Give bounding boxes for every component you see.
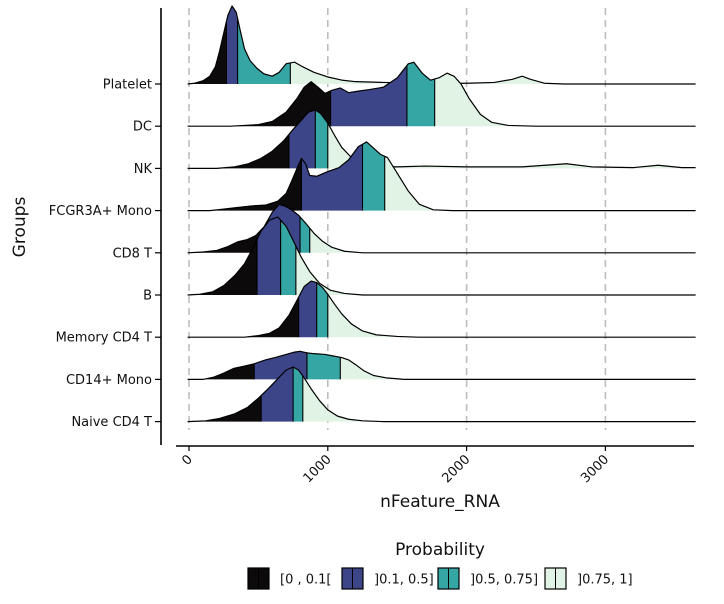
ridges [187, 5, 696, 423]
ridge-outline [187, 366, 696, 423]
ridge-outline [187, 109, 696, 169]
legend: [0 , 0.1[ ]0.1, 0.5] ]0.5, 0.75] ]0.75, 1] [247, 567, 633, 590]
ridge-platelet [187, 5, 696, 85]
ridge-cd14-mono [187, 350, 696, 380]
ridge-segment [187, 134, 289, 169]
ridge-segment [301, 144, 363, 211]
legend-item: ]0.75, 1] [544, 567, 633, 590]
y-axis-title: Groups [10, 197, 30, 258]
legend-label: ]0.75, 1] [577, 573, 633, 588]
legend-label: ]0.1, 0.5] [374, 573, 434, 588]
legend-item: [0 , 0.1[ [247, 567, 332, 590]
y-tick-label: NK [134, 162, 153, 177]
ridge-b [187, 216, 696, 296]
ridge-naive-cd4-t [187, 366, 696, 423]
ridge-segment [187, 395, 262, 422]
y-tick-label: CD14+ Mono [66, 373, 152, 388]
ridge-outline [187, 61, 696, 127]
y-tick-label: B [143, 289, 152, 304]
y-tick-label: CD8 T [113, 246, 152, 261]
y-tick-label: Memory CD4 T [56, 331, 152, 346]
ridge-segment [306, 352, 341, 380]
ridge-outline [187, 350, 696, 380]
ridge-segment [288, 109, 316, 169]
ridge-outline [187, 141, 696, 212]
ridge-dc [187, 61, 696, 127]
y-tick-label: Naive CD4 T [71, 415, 152, 430]
ridge-segment [187, 158, 302, 211]
legend-item: ]0.1, 0.5] [341, 567, 434, 590]
ridge-outline [187, 203, 696, 254]
ridge-memory-cd4-t [187, 280, 696, 338]
ridge-segment [295, 246, 696, 295]
ridge-outline [187, 216, 696, 296]
ridge-segment [187, 239, 258, 295]
ridge-segment [187, 21, 227, 84]
ridge-segment [298, 281, 317, 338]
ridge-segment [237, 18, 291, 85]
ridge-segment [302, 375, 696, 422]
ridge-segment [340, 357, 696, 380]
ridge-segment [362, 141, 385, 211]
x-tick-label: 3000 [578, 452, 612, 486]
x-tick-label: 2000 [439, 452, 473, 486]
ridge-segment [330, 65, 407, 127]
legend-label: ]0.5, 0.75] [470, 573, 538, 588]
x-tick-label: 0 [179, 452, 195, 468]
ridge-segment [309, 228, 696, 253]
legend-item: ]0.5, 0.75] [437, 567, 538, 590]
ridge-segment [315, 109, 328, 169]
ridge-segment [384, 156, 696, 211]
ridge-nk [187, 109, 696, 169]
ridge-segment [226, 6, 238, 84]
ridge-segment [187, 228, 263, 253]
ridge-segment [261, 367, 294, 422]
y-tick-label: FCGR3A+ Mono [49, 204, 152, 219]
x-tick-label: 1000 [301, 452, 335, 486]
ridge-segment [257, 217, 281, 295]
ridge-segment [434, 73, 696, 127]
legend-title: Probability [395, 540, 485, 560]
ridge-segment [293, 367, 303, 422]
ridge-segment [327, 294, 696, 338]
y-axis: Platelet DC NK FCGR3A+ Mono CD8 T B Memory CD4… [49, 8, 162, 445]
ridge-segment [290, 62, 696, 84]
x-axis: 0 1000 2000 3000 [176, 445, 694, 486]
ridge-fcgr3a-mono [187, 141, 696, 212]
ridge-segment [187, 81, 331, 127]
y-tick-label: DC [133, 120, 152, 135]
x-axis-title: nFeature_RNA [380, 492, 500, 512]
y-tick-label: Platelet [103, 78, 152, 93]
legend-label: [0 , 0.1[ [280, 573, 332, 588]
ridge-segment [316, 282, 328, 338]
ridge-outline [187, 280, 696, 338]
ridge-outline [187, 5, 696, 85]
ridge-segment [187, 297, 299, 338]
